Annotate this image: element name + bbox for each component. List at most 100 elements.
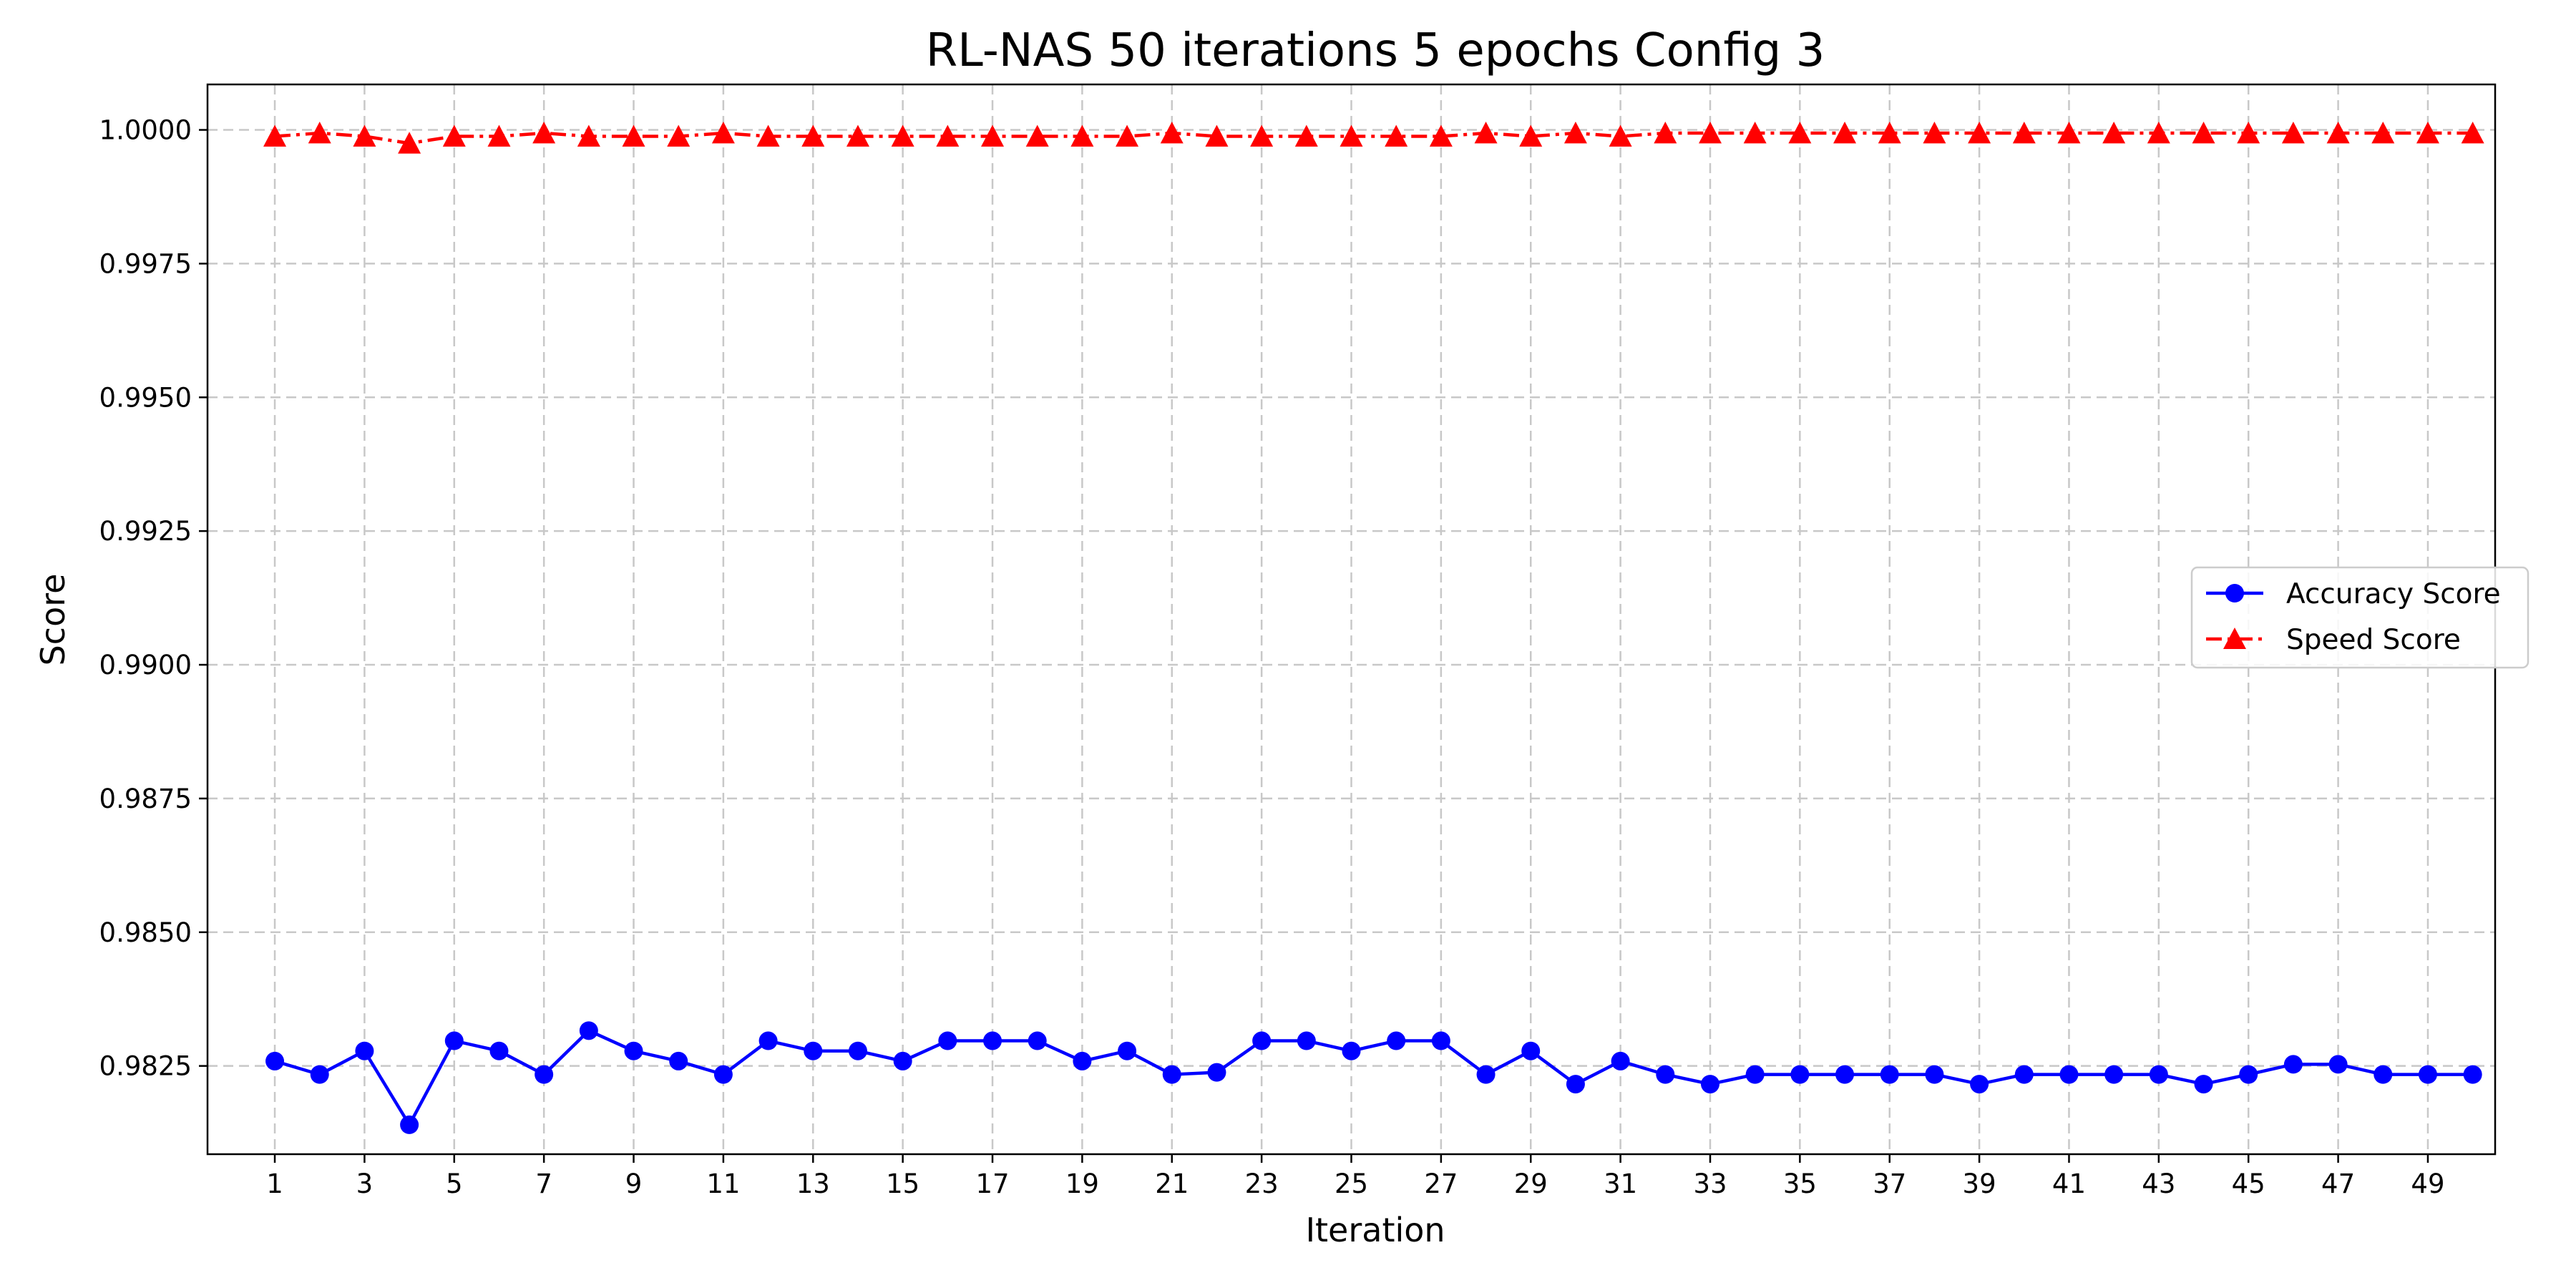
accuracy-score-point (713, 1065, 733, 1084)
speed-score-point (846, 125, 869, 147)
x-tick-label: 21 (1155, 1169, 1189, 1199)
y-tick-label: 0.9975 (99, 248, 192, 279)
x-tick-label: 1 (266, 1169, 283, 1199)
speed-score-point (2102, 122, 2126, 144)
x-tick-label: 47 (2321, 1169, 2355, 1199)
accuracy-score-point (579, 1021, 598, 1040)
x-tick-label: 23 (1245, 1169, 1279, 1199)
x-tick-label: 41 (2052, 1169, 2086, 1199)
accuracy-score-point (1745, 1065, 1765, 1084)
accuracy-score-point (2059, 1065, 2079, 1084)
x-tick-label: 31 (1604, 1169, 1637, 1199)
accuracy-score-point (1297, 1031, 1316, 1050)
speed-score-point (577, 125, 600, 147)
ticks: 1 3 5 7 9 11 13 15 17 19 21 23 25 27 29 31 33 35 37 39 41 43 4… (99, 115, 2445, 1199)
accuracy-score-point (355, 1041, 374, 1060)
accuracy-score-point (669, 1051, 688, 1070)
y-tick-label: 0.9950 (99, 382, 192, 413)
accuracy-score-point (1521, 1041, 1541, 1060)
speed-score-point (487, 125, 511, 147)
y-axis-label: Score (34, 574, 72, 666)
x-tick-label: 37 (1873, 1169, 1906, 1199)
x-tick-label: 3 (356, 1169, 374, 1199)
speed-score-point (1385, 125, 1408, 147)
x-tick-label: 13 (796, 1169, 830, 1199)
accuracy-score-point (2283, 1055, 2303, 1074)
speed-score-point (442, 125, 466, 147)
speed-score-point (1563, 122, 1587, 144)
accuracy-score-point (983, 1031, 1002, 1050)
speed-score-point (353, 125, 376, 147)
accuracy-score-point (1342, 1041, 1361, 1060)
x-tick-label: 43 (2142, 1169, 2175, 1199)
speed-score-point (1205, 125, 1229, 147)
y-tick-label: 0.9925 (99, 516, 192, 547)
accuracy-score-point (1566, 1075, 1585, 1094)
accuracy-score-point (1880, 1065, 1899, 1084)
y-tick-label: 0.9875 (99, 784, 192, 814)
y-tick-label: 0.9825 (99, 1051, 192, 1082)
accuracy-score-point (1611, 1051, 1630, 1070)
accuracy-score-point (2239, 1065, 2258, 1084)
accuracy-score-point (310, 1065, 329, 1084)
speed-score-point (532, 122, 556, 144)
y-tick-label: 0.9900 (99, 650, 192, 680)
accuracy-score-point (489, 1041, 509, 1060)
accuracy-score-point (400, 1115, 419, 1134)
accuracy-score-point (848, 1041, 867, 1060)
x-tick-label: 9 (625, 1169, 643, 1199)
accuracy-score-point (1431, 1031, 1450, 1050)
accuracy-score-point (2418, 1065, 2437, 1084)
accuracy-score-point (2373, 1065, 2393, 1084)
accuracy-score-point (1700, 1075, 1719, 1094)
speed-score-point (1070, 125, 1094, 147)
speed-score-point (1250, 125, 1274, 147)
y-tick-label: 0.9850 (99, 917, 192, 948)
speed-score-point (1429, 125, 1453, 147)
speed-score-point (1160, 122, 1184, 144)
speed-score-point (622, 125, 645, 147)
accuracy-score-point (1252, 1031, 1272, 1050)
accuracy-score-point (1656, 1065, 1675, 1084)
accuracy-score-point (2014, 1065, 2034, 1084)
accuracy-score-point (2463, 1065, 2482, 1084)
accuracy-score-point (1162, 1065, 1181, 1084)
accuracy-score-point (265, 1051, 285, 1070)
accuracy-score-point (1118, 1041, 1137, 1060)
legend-box (2190, 566, 2529, 669)
x-tick-label: 7 (535, 1169, 552, 1199)
speed-score-point (2237, 122, 2260, 144)
x-tick-label: 25 (1335, 1169, 1368, 1199)
accuracy-score-point (1790, 1065, 1810, 1084)
accuracy-score-point (624, 1041, 643, 1060)
speed-score-point (1743, 122, 1767, 144)
legend-speed-marker (2223, 628, 2246, 649)
speed-score-point (1833, 122, 1857, 144)
x-tick-label: 49 (2411, 1169, 2444, 1199)
accuracy-score-point (1387, 1031, 1406, 1050)
speed-score-point (801, 125, 825, 147)
y-tick-label: 1.0000 (99, 115, 192, 146)
speed-score-point (2281, 122, 2305, 144)
accuracy-score-point (804, 1041, 823, 1060)
speed-score-point (1698, 122, 1722, 144)
x-tick-label: 17 (975, 1169, 1009, 1199)
speed-score-point (308, 122, 331, 144)
legend-accuracy-marker (2225, 584, 2244, 602)
speed-score-point (1025, 125, 1049, 147)
speed-score-point (2012, 122, 2036, 144)
legend: Accuracy Score Speed Score (2190, 566, 2529, 669)
speed-score-point (2461, 122, 2484, 144)
accuracy-score-point (1028, 1031, 1047, 1050)
speed-score-point (936, 125, 960, 147)
speed-score-point (1968, 122, 1991, 144)
speed-score-point (1788, 122, 1812, 144)
chart-title: RL-NAS 50 iterations 5 epochs Config 3 (926, 24, 1825, 77)
accuracy-score-point (1925, 1065, 1944, 1084)
x-tick-label: 15 (886, 1169, 919, 1199)
x-tick-label: 11 (706, 1169, 740, 1199)
speed-score-point (2192, 122, 2215, 144)
speed-score-point (1519, 125, 1543, 147)
